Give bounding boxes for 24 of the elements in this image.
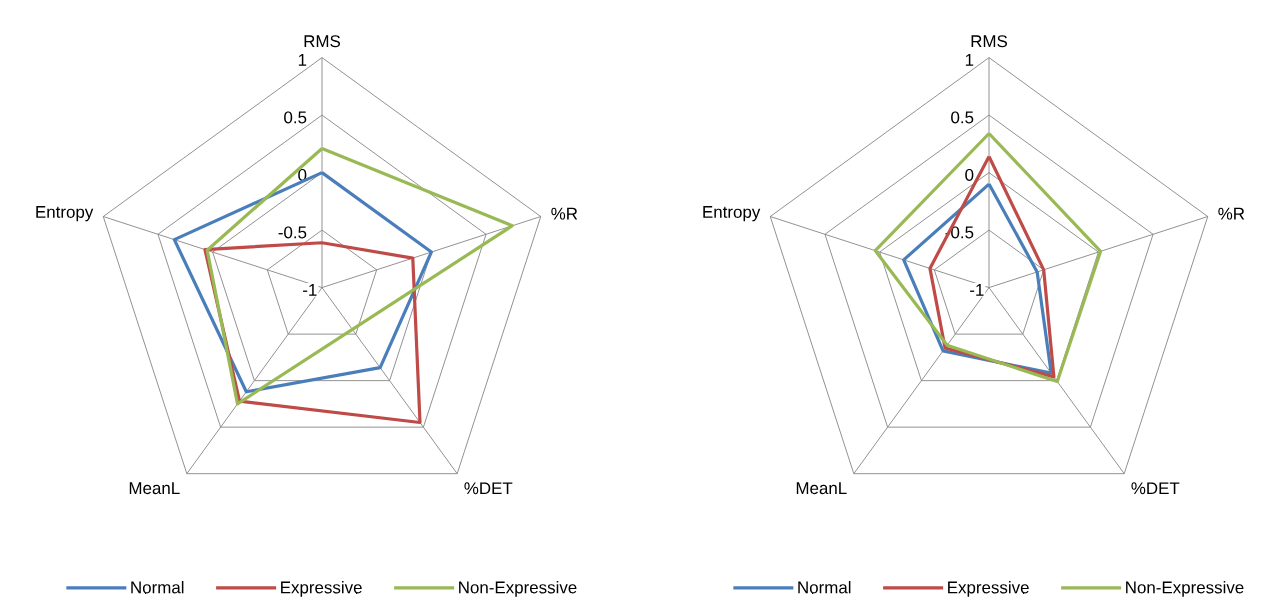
y-tick-label: 0.5 — [951, 111, 974, 124]
y-tick-label: 0.5 — [284, 111, 307, 124]
legend-label: Normal — [131, 581, 184, 594]
spoke-label: MeanL — [796, 482, 847, 495]
spoke-label: RMS — [304, 35, 341, 48]
y-tick-label: -0.5 — [278, 226, 307, 239]
y-tick-label: 1 — [965, 54, 974, 66]
y-tick-label: -1 — [970, 284, 984, 296]
spoke-label: Entropy — [36, 206, 94, 222]
spoke-label: %DET — [1131, 482, 1180, 495]
y-tick-label: -1 — [303, 284, 317, 296]
spoke-label: RMS — [971, 35, 1008, 48]
legend-label: Expressive — [948, 581, 1029, 597]
legend-label: Non-Expressive — [459, 581, 577, 597]
spoke-label: %R — [1218, 207, 1245, 220]
legend-label: Expressive — [281, 581, 362, 597]
legend-label: Non-Expressive — [1126, 581, 1244, 597]
spoke-label: %R — [551, 207, 578, 220]
spoke-label: Entropy — [703, 206, 761, 222]
spoke-label: %DET — [464, 482, 513, 495]
legend-label: Normal — [798, 581, 851, 594]
y-tick-label: 1 — [298, 54, 307, 66]
spoke-label: MeanL — [129, 482, 180, 495]
y-tick-label: 0 — [965, 168, 974, 181]
